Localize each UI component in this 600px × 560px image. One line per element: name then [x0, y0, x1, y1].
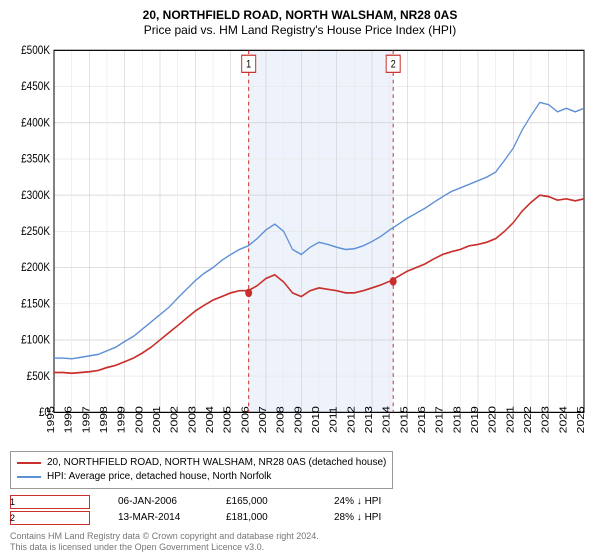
sale-row: 1 06-JAN-2006 £165,000 24% ↓ HPI [10, 495, 590, 509]
svg-text:2014: 2014 [382, 406, 393, 433]
svg-text:£200K: £200K [21, 261, 50, 274]
svg-text:2020: 2020 [488, 406, 499, 433]
svg-text:2017: 2017 [435, 406, 446, 433]
svg-text:2023: 2023 [541, 406, 552, 433]
svg-text:£100K: £100K [21, 334, 50, 347]
svg-text:£350K: £350K [21, 153, 50, 166]
svg-text:2001: 2001 [152, 406, 163, 433]
svg-text:2021: 2021 [505, 406, 516, 433]
legend-swatch [17, 462, 41, 464]
svg-text:2010: 2010 [311, 406, 322, 433]
sale-marker-icon: 2 [10, 511, 90, 525]
svg-text:£400K: £400K [21, 117, 50, 130]
legend-label: HPI: Average price, detached house, Nort… [47, 470, 271, 484]
svg-text:2: 2 [391, 59, 396, 71]
legend-swatch [17, 476, 41, 478]
footer-attribution: Contains HM Land Registry data © Crown c… [10, 531, 590, 554]
sale-date: 06-JAN-2006 [118, 496, 198, 507]
svg-text:1: 1 [246, 59, 251, 71]
svg-text:2019: 2019 [470, 406, 481, 433]
svg-text:£450K: £450K [21, 80, 50, 93]
svg-text:2022: 2022 [523, 406, 534, 433]
sales-list: 1 06-JAN-2006 £165,000 24% ↓ HPI 2 13-MA… [10, 495, 590, 527]
svg-text:2024: 2024 [558, 406, 569, 433]
legend-item-property: 20, NORTHFIELD ROAD, NORTH WALSHAM, NR28… [17, 456, 386, 470]
svg-text:1996: 1996 [64, 406, 75, 433]
svg-text:2011: 2011 [329, 407, 340, 433]
chart-title-sub: Price paid vs. HM Land Registry's House … [10, 23, 590, 37]
svg-text:2004: 2004 [205, 406, 216, 433]
legend-box: 20, NORTHFIELD ROAD, NORTH WALSHAM, NR28… [10, 451, 393, 489]
sale-price: £165,000 [226, 496, 306, 507]
footer-line: Contains HM Land Registry data © Crown c… [10, 531, 590, 543]
svg-text:2003: 2003 [187, 406, 198, 433]
svg-text:2012: 2012 [346, 406, 357, 433]
svg-text:2000: 2000 [134, 406, 145, 433]
legend-item-hpi: HPI: Average price, detached house, Nort… [17, 470, 386, 484]
svg-text:2016: 2016 [417, 406, 428, 433]
svg-text:2006: 2006 [240, 406, 251, 433]
svg-text:2013: 2013 [364, 406, 375, 433]
sale-price: £181,000 [226, 512, 306, 523]
title-block: 20, NORTHFIELD ROAD, NORTH WALSHAM, NR28… [10, 8, 590, 37]
sale-row: 2 13-MAR-2014 £181,000 28% ↓ HPI [10, 511, 590, 525]
svg-text:£500K: £500K [21, 44, 50, 57]
svg-text:£150K: £150K [21, 298, 50, 311]
svg-text:2018: 2018 [452, 406, 463, 433]
svg-text:1998: 1998 [99, 406, 110, 433]
sale-delta: 24% ↓ HPI [334, 496, 414, 507]
footer-line: This data is licensed under the Open Gov… [10, 542, 590, 554]
line-chart-svg: £0£50K£100K£150K£200K£250K£300K£350K£400… [10, 43, 590, 447]
svg-text:2025: 2025 [576, 406, 587, 433]
sale-date: 13-MAR-2014 [118, 512, 198, 523]
svg-text:2015: 2015 [399, 406, 410, 433]
svg-text:2008: 2008 [276, 406, 287, 433]
chart-title-main: 20, NORTHFIELD ROAD, NORTH WALSHAM, NR28… [10, 8, 590, 22]
svg-text:1999: 1999 [117, 406, 128, 433]
svg-text:2009: 2009 [293, 406, 304, 433]
sale-marker-icon: 1 [10, 495, 90, 509]
chart-container: 20, NORTHFIELD ROAD, NORTH WALSHAM, NR28… [0, 0, 600, 560]
svg-text:1995: 1995 [46, 406, 57, 433]
legend-label: 20, NORTHFIELD ROAD, NORTH WALSHAM, NR28… [47, 456, 386, 470]
svg-text:£300K: £300K [21, 189, 50, 202]
svg-text:2002: 2002 [170, 406, 181, 433]
svg-text:1997: 1997 [81, 406, 92, 433]
sale-delta: 28% ↓ HPI [334, 512, 414, 523]
svg-text:2005: 2005 [223, 406, 234, 433]
svg-text:£50K: £50K [27, 370, 51, 383]
svg-text:£250K: £250K [21, 225, 50, 238]
chart-plot-area: £0£50K£100K£150K£200K£250K£300K£350K£400… [10, 43, 590, 447]
svg-text:2007: 2007 [258, 406, 269, 433]
